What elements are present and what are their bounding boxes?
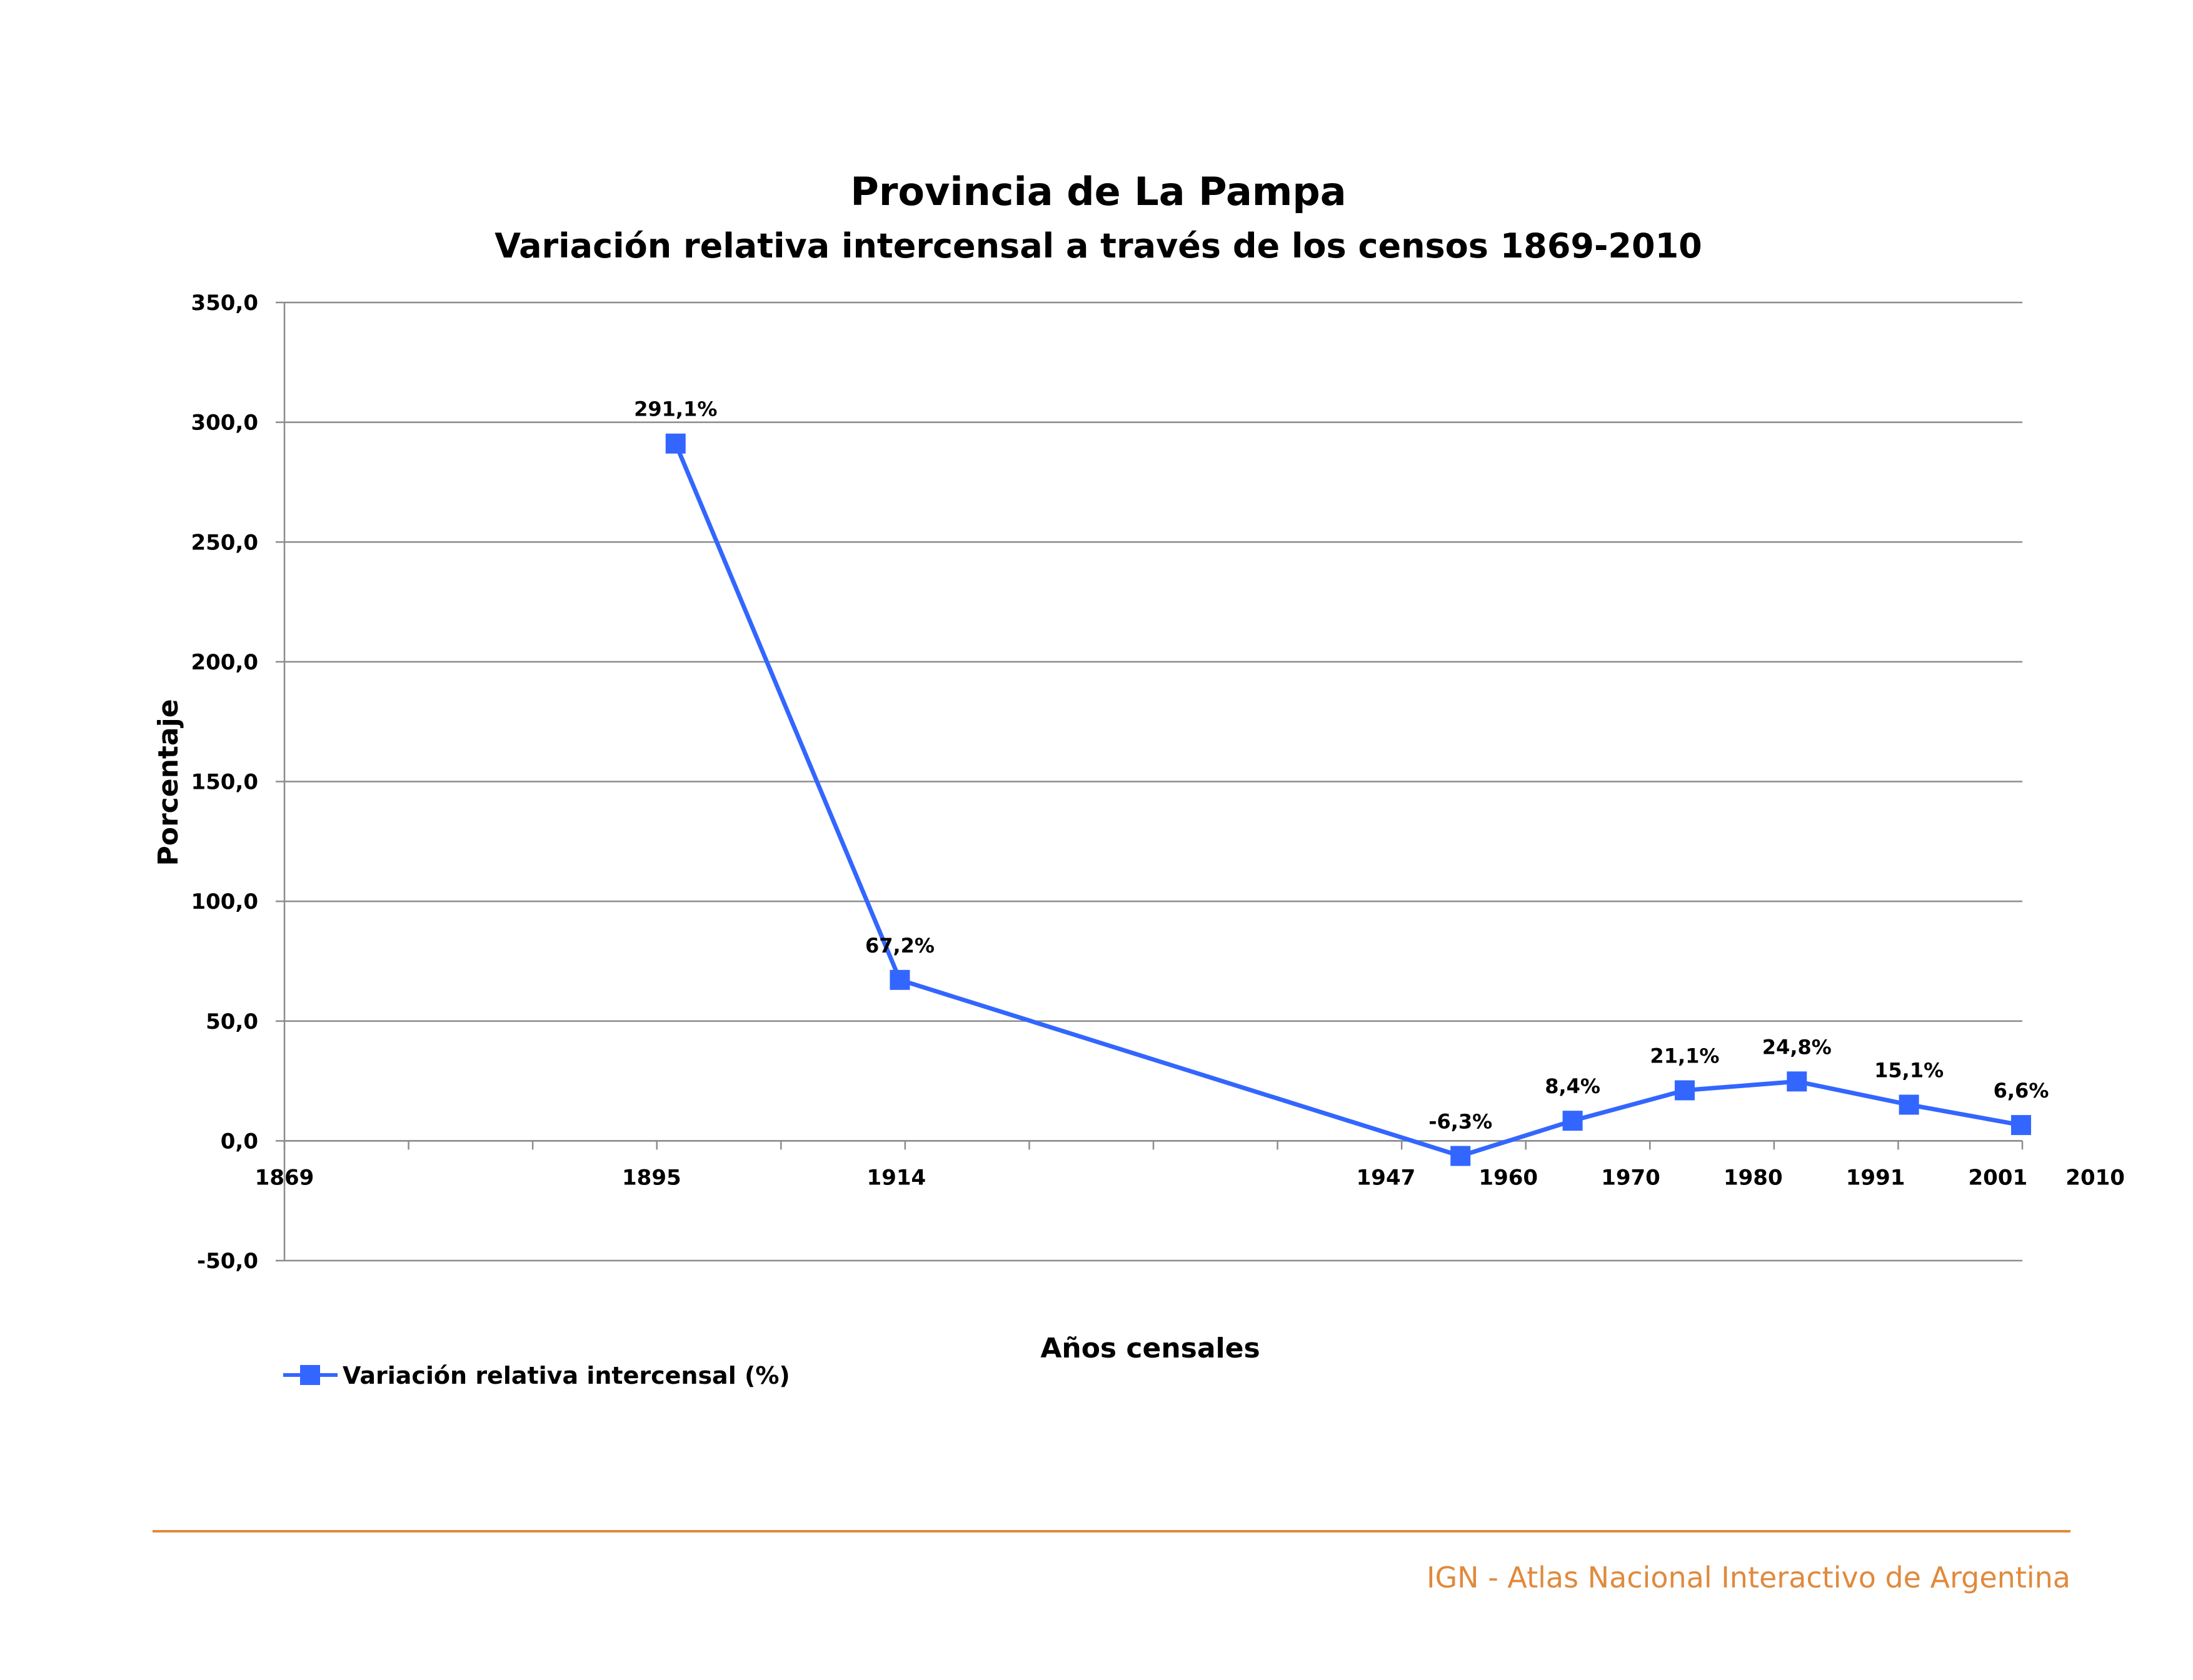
data-label: 291,1% <box>634 398 717 421</box>
x-tick-label: 1869 <box>255 1165 314 1190</box>
data-label: 6,6% <box>1994 1079 2049 1102</box>
data-label: 21,1% <box>1650 1044 1719 1068</box>
y-tick-label: 200,0 <box>191 650 258 675</box>
y-tick-label: 50,0 <box>206 1009 258 1034</box>
chart-subtitle: Variación relativa intercensal a través … <box>494 226 1702 266</box>
data-label: 15,1% <box>1874 1059 1944 1082</box>
series-line <box>673 442 2022 1159</box>
data-point-marker <box>2011 1115 2031 1136</box>
y-tick-label: -50,0 <box>197 1249 258 1274</box>
x-tick-label: 1914 <box>867 1165 926 1190</box>
chart-title: Provincia de La Pampa <box>850 169 1346 214</box>
x-tick-labels: 1869 1895 1914 1947 1960 1970 1980 1991 2001 2010 <box>255 1165 2125 1190</box>
legend-marker <box>300 1365 320 1385</box>
x-axis-title: Años censales <box>1040 1332 1260 1364</box>
y-tick-label: 300,0 <box>191 411 258 436</box>
x-tick-label: 1895 <box>622 1165 681 1190</box>
y-tick-label: 250,0 <box>191 530 258 555</box>
y-tick-label: 350,0 <box>191 291 258 316</box>
y-tick-labels: 350,0 300,0 250,0 200,0 150,0 100,0 50,0 0,0 -50… <box>191 291 258 1274</box>
grid-lines <box>276 301 2022 1262</box>
data-point-marker <box>1899 1094 1919 1115</box>
legend-label: Variación relativa intercensal (%) <box>343 1362 790 1389</box>
y-tick-label: 0,0 <box>221 1129 258 1154</box>
data-label: -6,3% <box>1428 1110 1492 1134</box>
data-point-marker <box>665 433 686 454</box>
data-labels: 291,1% 67,2% -6,3% 8,4% 21,1% 24,8% 15,1% 6,6% <box>634 398 2049 1134</box>
data-label: 67,2% <box>865 934 935 958</box>
data-point-marker <box>1450 1146 1471 1166</box>
data-point-marker <box>1787 1071 1807 1092</box>
x-tick-label: 2010 <box>2065 1165 2125 1190</box>
data-point-marker <box>1562 1111 1583 1131</box>
x-tick-label: 1991 <box>1846 1165 1905 1190</box>
x-tick-label: 1970 <box>1601 1165 1660 1190</box>
y-tick-label: 150,0 <box>191 770 258 795</box>
data-series <box>665 433 2031 1166</box>
x-tick-label: 1980 <box>1724 1165 1783 1190</box>
axes <box>283 302 2024 1261</box>
y-axis-title: Porcentaje <box>153 699 184 866</box>
x-tick-label: 1960 <box>1478 1165 1538 1190</box>
data-label: 8,4% <box>1545 1074 1600 1098</box>
legend: Variación relativa intercensal (%) <box>283 1362 790 1389</box>
y-tick-label: 100,0 <box>191 889 258 914</box>
data-point-marker <box>890 969 910 990</box>
data-point-marker <box>1674 1080 1695 1101</box>
x-tick-label: 2001 <box>1969 1165 2028 1190</box>
data-label: 24,8% <box>1762 1035 1832 1059</box>
footer-text: IGN - Atlas Nacional Interactivo de Arge… <box>1427 1561 2070 1594</box>
x-tick-label: 1947 <box>1357 1165 1416 1190</box>
